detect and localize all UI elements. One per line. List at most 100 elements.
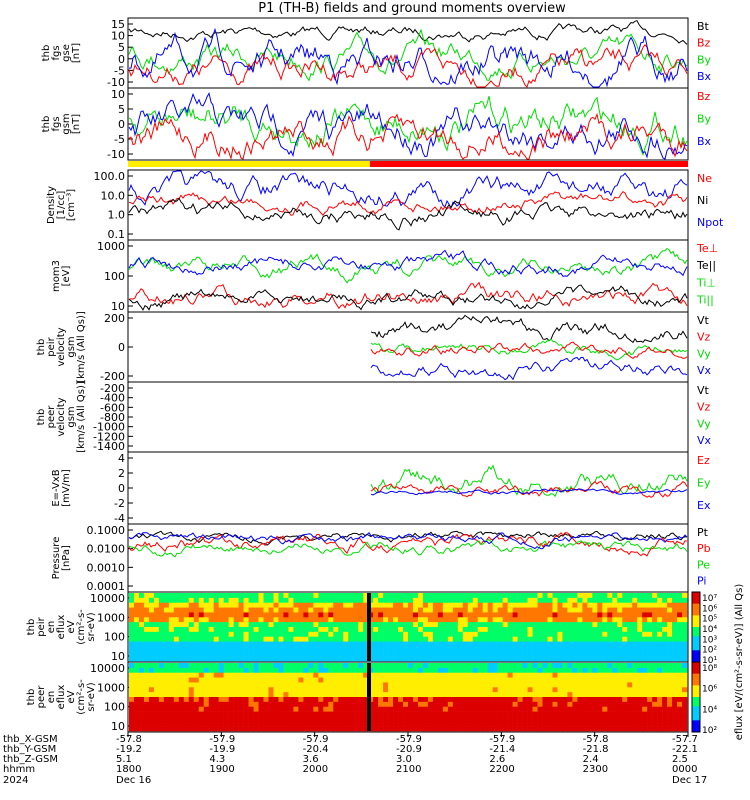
spectrogram-cell [343, 627, 349, 633]
spectrogram-cell [138, 631, 145, 638]
spectrogram-cell [129, 622, 135, 628]
spectrogram-cell [143, 656, 150, 662]
spectrogram-cell [492, 651, 498, 657]
spectrogram-cell [467, 636, 474, 642]
spectrogram-cell [557, 631, 563, 638]
spectrogram-cell [607, 631, 613, 638]
spectrogram-cell [507, 706, 513, 712]
spectrogram-cell [343, 721, 349, 727]
spectrogram-cell [213, 677, 219, 683]
spectrogram-cell [233, 711, 239, 717]
spectrogram-cell [627, 631, 633, 638]
spectrogram-cell [143, 682, 150, 688]
spectrogram-cell [507, 726, 513, 732]
spectrogram-cell [457, 697, 464, 703]
spectrogram-cell [572, 612, 578, 618]
colorbar-swatch [692, 659, 700, 663]
spectrogram-cell [607, 636, 613, 642]
spectrogram-cell [537, 651, 543, 657]
spectrogram-cell [333, 607, 339, 613]
spectrogram-cell [403, 721, 409, 727]
spectrogram-cell [472, 692, 479, 698]
spectrogram-cell [388, 721, 394, 727]
spectrogram-cell [507, 631, 513, 638]
spectrogram-cell [353, 646, 359, 652]
spectrogram-cell [527, 593, 533, 599]
spectrogram-cell [502, 672, 508, 678]
spectrogram-cell [437, 663, 444, 669]
spectrogram-cell [452, 663, 459, 669]
spectrogram-cell [298, 607, 304, 613]
spectrogram-cell [388, 631, 394, 638]
spectrogram-cell [627, 701, 633, 708]
spectrogram-cell [243, 711, 249, 717]
spectrogram-cell [318, 677, 324, 683]
spectrogram-cell [373, 677, 379, 683]
spectrogram-cell [537, 711, 543, 717]
spectrogram-cell [223, 716, 229, 722]
spectrogram-cell [148, 701, 155, 708]
colorbar-swatch [692, 636, 700, 639]
spectrogram-cell [527, 721, 533, 727]
spectrogram-cell [288, 641, 294, 647]
spectrogram-cell [253, 617, 259, 623]
spectrogram-cell [388, 627, 394, 633]
spectrogram-cell [158, 627, 165, 633]
spectrogram-cell [233, 631, 239, 638]
spectrogram-cell [647, 651, 653, 657]
spectrogram-cell [667, 636, 673, 642]
spectrogram-cell [647, 612, 653, 618]
spectrogram-cell [577, 716, 583, 722]
spectrogram-cell [198, 656, 205, 662]
spectrogram-cell [323, 597, 329, 604]
spectrogram-cell [457, 617, 464, 623]
spectrogram-cell [278, 593, 284, 599]
spectrogram-cell [577, 646, 583, 652]
spectrogram-cell [512, 593, 518, 599]
spectrogram-cell [597, 607, 603, 613]
spectrogram-cell [353, 631, 359, 638]
spectrogram-cell [278, 706, 284, 712]
spectrogram-cell [378, 593, 384, 599]
spectrogram-cell [502, 651, 508, 657]
spectrogram-cell [318, 607, 324, 613]
spectrogram-cell [258, 631, 264, 638]
spectrogram-cell [582, 631, 588, 638]
y-tick-label: 1000 [97, 611, 125, 624]
spectrogram-cell [408, 697, 414, 703]
spectrogram-cell [388, 687, 394, 693]
spectrogram-cell [373, 711, 379, 717]
spectrogram-cell [268, 602, 274, 608]
spectrogram-cell [527, 672, 533, 678]
spectrogram-cell [338, 697, 344, 703]
spectrogram-cell [398, 607, 404, 613]
spectrogram-cell [532, 651, 538, 657]
spectrogram-cell [208, 656, 214, 662]
spectrogram-cell [193, 641, 200, 647]
spectrogram-cell [233, 706, 239, 712]
spectrogram-cell [373, 721, 379, 727]
spectrogram-cell [198, 602, 205, 608]
x-tick-label: 4.3 [209, 754, 225, 765]
spectrogram-cell [467, 682, 474, 688]
spectrogram-cell [308, 646, 314, 652]
spectrogram-cell [497, 687, 503, 693]
spectrogram-cell [552, 697, 558, 703]
spectrogram-cell [487, 627, 493, 633]
spectrogram-cell [587, 701, 593, 708]
spectrogram-cell [358, 597, 364, 604]
spectrogram-cell [348, 677, 354, 683]
spectrogram-cell [383, 617, 389, 623]
spectrogram-cell [253, 726, 259, 732]
spectrogram-cell [497, 602, 503, 608]
spectrogram-cell [607, 617, 613, 623]
spectrogram-cell [133, 726, 140, 732]
spectrogram-cell [253, 597, 259, 604]
spectrogram-cell [318, 622, 324, 628]
spectrogram-cell [672, 692, 678, 698]
spectrogram-cell [502, 716, 508, 722]
spectrogram-cell [378, 627, 384, 633]
spectrogram-cell [517, 597, 523, 604]
spectrogram-cell [442, 697, 449, 703]
spectrogram-cell [198, 692, 205, 698]
